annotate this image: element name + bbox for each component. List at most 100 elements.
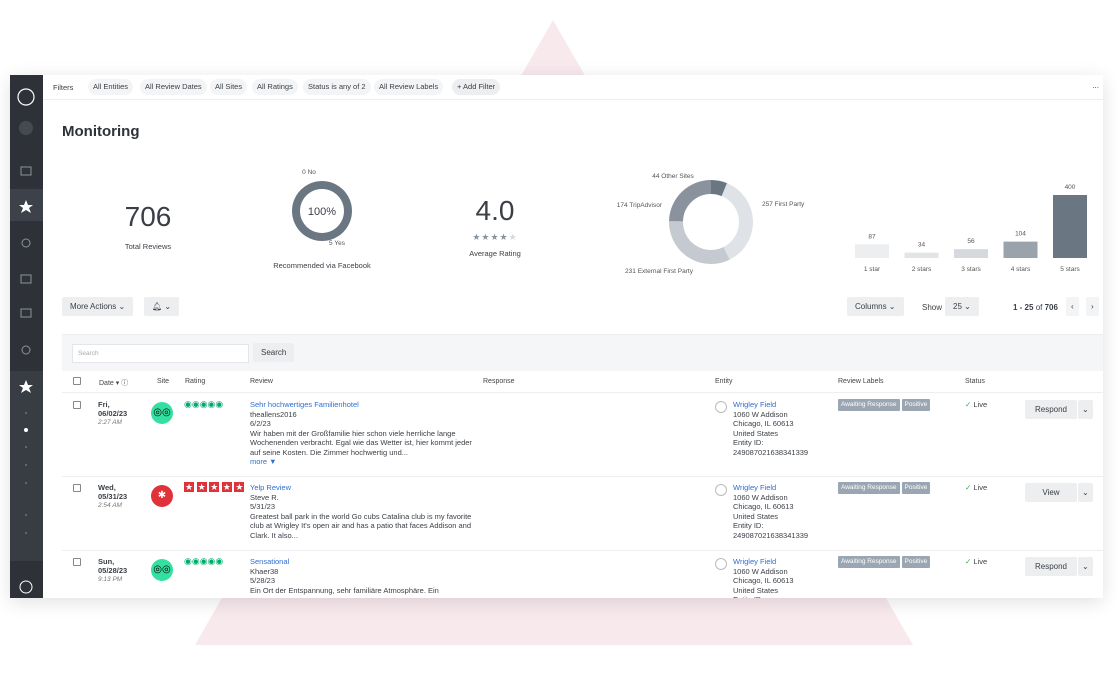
select-all[interactable] [73,377,81,385]
site-icon: ◎◎ [151,402,173,424]
entity-name[interactable]: Wrigley Field [733,400,777,409]
donut-label: 231 External First Party [625,268,694,275]
more-actions[interactable]: More Actions ⌄ [62,297,134,316]
column-header: Site [157,378,170,385]
label-value: 174 [617,202,628,209]
row-checkbox[interactable] [73,558,81,566]
row-action[interactable]: View [1025,483,1077,502]
review-title[interactable]: Sehr hochwertiges Familienhotel [250,400,359,409]
review-more[interactable]: more ▼ [250,457,277,466]
row-action-menu[interactable]: ⌄ [1078,400,1093,419]
review: Yelp Review Steve R. 5/31/23 Greatest ball … [250,483,472,540]
bar [1053,195,1087,258]
label-value: 0 [302,169,306,176]
bar-category: 4 stars [1011,266,1031,273]
label-category: TripAdvisor [629,202,662,209]
entity-line: 1060 W Addison [733,566,788,576]
row-action[interactable]: Respond [1025,557,1077,576]
filter-chip[interactable]: Status is any of 2 [303,79,371,95]
row-date: 05/31/23 [98,492,128,501]
column-header[interactable]: Date ▾ ⓘ [99,380,129,387]
search-input[interactable]: Search [72,344,249,363]
review-author: Steve R. [250,492,279,502]
bar-category: 3 stars [961,266,981,273]
status-check: ✓ [965,400,974,409]
entity-line: Chicago, IL 60613 [733,576,794,585]
bar-value: 400 [1065,184,1076,191]
entity-name[interactable]: Wrigley Field [733,483,777,492]
search-panel: Search Search [62,334,1103,371]
filters-label: Filters [53,83,74,92]
filter-bar: Filters All Entities All Review Dates All S… [43,75,1103,100]
notify-button[interactable]: 🔔︎ ⌄ [144,297,180,316]
filter-chip[interactable]: All Sites [210,79,248,95]
review-label: Awaiting Response [838,556,900,568]
column-header: Rating [185,378,206,385]
review-date: 5/31/23 [250,502,276,511]
prev-page[interactable]: ‹ [1066,297,1079,316]
page-size[interactable]: 25 ⌄ [945,297,979,316]
columns-label: Columns [855,302,887,311]
next-page[interactable]: › [1086,297,1099,316]
add-filter[interactable]: + Add Filter [452,79,501,95]
entity-line: Entity ID: [733,595,794,598]
column-header: Review Labels [838,378,884,385]
page-total: 706 [1044,303,1058,312]
bar-value: 87 [868,233,876,240]
rating-label: Average Rating [469,249,521,258]
donut-segment [292,181,352,241]
status: ✓ Live [965,557,987,567]
entity-pin [715,401,727,413]
review-labels: Awaiting Response Positive [838,399,932,411]
more-menu[interactable]: ... [1092,81,1099,90]
rating-icons: ★ ★ ★ ★ ★ [184,482,245,492]
header-row [62,371,1103,393]
filter-chip[interactable]: All Review Dates [140,79,207,95]
bar [855,244,889,258]
filter-chip[interactable]: All Review Labels [374,79,444,95]
donut-label: 174 TripAdvisor [617,202,663,209]
label-value: 44 [652,173,660,180]
label-category: First Party [775,201,805,208]
more-actions-label: More Actions [70,302,117,311]
entity: Wrigley Field 1060 W Addison Chicago, IL 6… [733,557,794,598]
status-text: Live [973,557,988,566]
show-label: Show [922,303,943,312]
bar [1003,241,1038,258]
search-button[interactable]: Search [253,343,295,362]
donut-segment [669,180,712,222]
donut-center: 100% [308,206,336,218]
filter-chip[interactable]: All Ratings [252,79,298,95]
entity-name[interactable]: Wrigley Field [733,557,777,566]
review-label: Awaiting Response [838,399,900,411]
row-action-menu[interactable]: ⌄ [1078,483,1093,502]
app-window: Filters All Entities All Review Dates All S… [10,75,1103,598]
review-label: Awaiting Response [838,482,900,494]
bar-category: 1 star [864,266,881,273]
label-value: 5 [329,240,333,247]
row-time: 2:27 AM [98,419,122,426]
review-author: theallens2016 [250,409,297,419]
row-action[interactable]: Respond [1025,400,1077,419]
filter-chip[interactable]: All Entities [88,79,134,95]
bar-category: 5 stars [1060,266,1080,273]
review: Sensational Khaer38 5/28/23 Ein Ort der Ent… [250,557,472,595]
bar-value: 56 [967,238,975,245]
column-header: Review [250,378,273,385]
donut-label: 257 First Party [762,201,805,208]
review-title[interactable]: Sensational [250,557,290,566]
review-author: Khaer38 [250,566,279,576]
columns-button[interactable]: Columns ⌄ [847,297,904,316]
page-of: of [1035,303,1043,312]
donut-segment [721,183,753,260]
column-header: Status [965,378,985,385]
row-action-menu[interactable]: ⌄ [1078,557,1093,576]
row-checkbox[interactable] [73,401,81,409]
review-title[interactable]: Yelp Review [250,483,291,492]
row-checkbox[interactable] [73,484,81,492]
pagination: 1 - 25 of 706 [1013,303,1058,312]
review-date: 6/2/23 [250,419,271,428]
entity: Wrigley Field 1060 W Addison Chicago, IL 6… [733,400,808,457]
row-divider [62,550,1103,551]
rating-value: 4.0 [475,195,515,226]
